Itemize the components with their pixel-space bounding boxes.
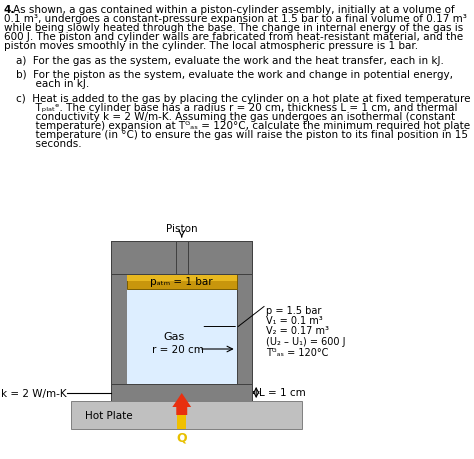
Bar — [111, 241, 240, 274]
Text: p = 1.5 bar: p = 1.5 bar — [266, 305, 322, 315]
Text: piston moves smoothly in the cylinder. The local atmospheric pressure is 1 bar.: piston moves smoothly in the cylinder. T… — [4, 41, 418, 51]
Text: 0.1 m³, undergoes a constant-pressure expansion at 1.5 bar to a final volume of : 0.1 m³, undergoes a constant-pressure ex… — [4, 14, 467, 24]
Text: Tᴳₐₛ = 120°C: Tᴳₐₛ = 120°C — [266, 347, 329, 357]
Text: Hot Plate: Hot Plate — [85, 410, 132, 420]
Text: Piston: Piston — [166, 224, 198, 234]
Text: Gas: Gas — [164, 332, 184, 342]
Text: 600 J. The piston and cylinder walls are fabricated from heat-resistant material: 600 J. The piston and cylinder walls are… — [4, 32, 463, 42]
Bar — [188, 241, 252, 274]
Bar — [127, 274, 237, 281]
Bar — [127, 274, 237, 289]
Bar — [237, 254, 252, 384]
Text: Tₚₗₐₜᵉ. The cylinder base has a radius r = 20 cm, thickness L = 1 cm, and therma: Tₚₗₐₜᵉ. The cylinder base has a radius r… — [16, 103, 457, 113]
Text: a)  For the gas as the system, evaluate the work and the heat transfer, each in : a) For the gas as the system, evaluate t… — [16, 56, 444, 66]
Text: As shown, a gas contained within a piston-cylinder assembly, initially at a volu: As shown, a gas contained within a pisto… — [12, 5, 454, 15]
Bar — [111, 241, 176, 274]
Text: c)  Heat is added to the gas by placing the cylinder on a hot plate at fixed tem: c) Heat is added to the gas by placing t… — [16, 94, 470, 104]
Text: while being slowly heated through the base. The change in internal energy of the: while being slowly heated through the ba… — [4, 23, 463, 33]
Bar — [127, 289, 237, 384]
FancyArrow shape — [177, 415, 186, 429]
Text: k = 2 W/m-K: k = 2 W/m-K — [1, 388, 66, 398]
Text: V₂ = 0.17 m³: V₂ = 0.17 m³ — [266, 326, 329, 336]
Text: conductivity k = 2 W/m-K. Assuming the gas undergoes an isothermal (constant: conductivity k = 2 W/m-K. Assuming the g… — [16, 112, 455, 122]
Text: seconds.: seconds. — [16, 139, 82, 149]
Bar — [188, 241, 252, 274]
Text: L = 1 cm: L = 1 cm — [258, 388, 305, 397]
FancyArrow shape — [173, 393, 191, 415]
Bar — [111, 384, 252, 401]
Text: r = 20 cm: r = 20 cm — [152, 344, 204, 354]
Bar — [176, 241, 188, 274]
Text: temperature (in °C) to ensure the gas will raise the piston to its final positio: temperature (in °C) to ensure the gas wi… — [16, 130, 468, 140]
Text: (U₂ – U₁) = 600 J: (U₂ – U₁) = 600 J — [266, 336, 346, 346]
Bar — [71, 401, 301, 429]
Text: b)  For the piston as the system, evaluate the work and change in potential ener: b) For the piston as the system, evaluat… — [16, 70, 453, 80]
Text: 4.: 4. — [4, 5, 15, 15]
Text: temperature) expansion at Tᴳₐₛ = 120°C, calculate the minimum required hot plate: temperature) expansion at Tᴳₐₛ = 120°C, … — [16, 121, 470, 131]
Bar — [111, 254, 127, 384]
Text: each in kJ.: each in kJ. — [16, 79, 89, 89]
Text: V₁ = 0.1 m³: V₁ = 0.1 m³ — [266, 315, 323, 325]
Text: pₐₜₘ = 1 bar: pₐₜₘ = 1 bar — [150, 276, 213, 286]
Text: Q: Q — [176, 431, 187, 444]
